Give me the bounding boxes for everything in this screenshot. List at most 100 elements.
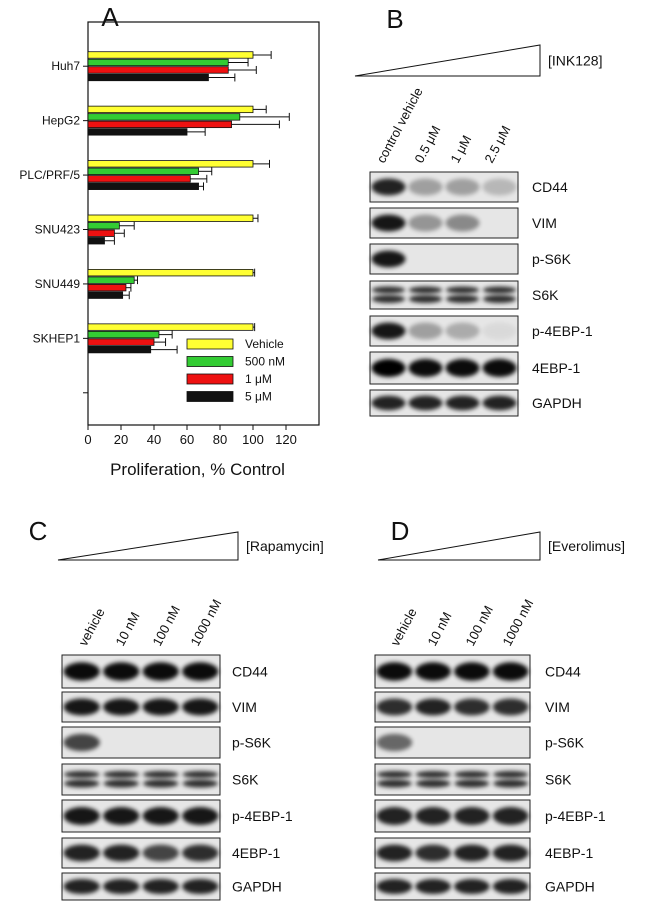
blot-band [445, 214, 480, 232]
dose-wedge [57, 531, 239, 561]
blot-band [182, 807, 219, 825]
bar [87, 229, 115, 237]
error-bar [114, 229, 125, 238]
dose-wedge [354, 44, 541, 77]
blot-band [445, 178, 480, 196]
blot-band [454, 807, 490, 825]
blot-band [482, 395, 517, 411]
blot-band [182, 662, 219, 681]
panel-label: B [386, 4, 403, 34]
blot-band [454, 662, 490, 681]
panel-label: A [101, 2, 119, 32]
bar [87, 284, 127, 292]
error-bar [253, 214, 259, 223]
x-tick-label: 0 [84, 432, 91, 447]
bar [87, 214, 254, 222]
blot-band [408, 295, 443, 303]
blot-band [182, 878, 219, 895]
blot-band [376, 771, 412, 778]
panel-label: D [391, 516, 410, 546]
x-tick-label: 60 [180, 432, 194, 447]
lane-label: 2.5 μM [481, 123, 513, 165]
blot-band [63, 662, 100, 681]
row-label: S6K [232, 772, 259, 788]
blot-band [63, 878, 100, 895]
error-bar [125, 283, 132, 292]
bar [87, 167, 199, 175]
blot-band [142, 807, 179, 825]
bar [87, 237, 105, 245]
bar [87, 120, 232, 129]
legend-swatch [186, 338, 234, 350]
row-label: GAPDH [232, 879, 282, 895]
bar [87, 58, 229, 67]
row-label: VIM [545, 699, 570, 715]
blot-band [142, 844, 179, 862]
blot-band [63, 779, 100, 788]
y-tick-label: Huh7 [51, 59, 80, 73]
row-label: CD44 [532, 179, 568, 195]
blot-band [182, 771, 219, 778]
error-bar [198, 167, 213, 176]
blot-band [182, 779, 219, 788]
blot-band [415, 771, 451, 778]
blot-band [371, 214, 406, 232]
blot-band [376, 844, 413, 862]
x-tick-label: 40 [147, 432, 161, 447]
legend-swatch [186, 356, 234, 367]
row-label: 4EBP-1 [545, 845, 593, 861]
blot-band [142, 878, 179, 895]
blot-band [371, 359, 406, 377]
row-label: S6K [532, 287, 559, 303]
blot-band [142, 698, 179, 716]
legend-swatch [186, 373, 234, 385]
lane-label: 1000 nM [187, 597, 224, 649]
y-tick-label: SKHEP1 [33, 331, 81, 345]
bar [87, 182, 199, 190]
error-bar [158, 330, 173, 339]
legend-label: Vehicle [245, 337, 284, 351]
error-bar [253, 268, 256, 277]
blot-band [492, 807, 529, 825]
blot-band [371, 322, 406, 340]
y-tick-label: PLC/PRF/5 [19, 168, 80, 182]
error-bar [190, 174, 208, 183]
legend-swatch [186, 391, 234, 402]
legend-label: 5 μM [245, 390, 272, 404]
blot-band [415, 662, 451, 681]
blot-band [103, 771, 140, 778]
row-label: p-4EBP-1 [545, 808, 606, 824]
blot-band [376, 779, 412, 788]
error-bar [150, 345, 178, 354]
blot-band [408, 359, 443, 377]
bar [87, 323, 254, 331]
blot-band [482, 286, 517, 294]
x-tick-label: 120 [275, 432, 297, 447]
blot-band [454, 779, 490, 788]
error-bar [231, 120, 280, 129]
blot-band [454, 844, 490, 862]
blot-band [493, 771, 529, 778]
y-tick-label: SNU449 [35, 277, 81, 291]
blot-band [63, 844, 100, 862]
dose-wedge [377, 531, 541, 561]
blot-band [376, 878, 413, 895]
x-tick-label: 100 [242, 432, 264, 447]
blot-band [445, 322, 480, 340]
blot-band [103, 779, 140, 788]
blot-band [454, 878, 490, 895]
blot-band [415, 878, 451, 895]
blot-band [445, 295, 480, 303]
blot-band [482, 178, 517, 196]
row-label: p-S6K [232, 735, 272, 751]
bar [87, 269, 254, 277]
blot-band [493, 779, 529, 788]
blot-band [103, 844, 140, 862]
blot-band [63, 771, 100, 778]
error-bar [119, 221, 135, 230]
treatment-label: [Everolimus] [548, 538, 625, 554]
lane-label: 10 nM [112, 609, 142, 648]
treatment-label: [Rapamycin] [246, 538, 324, 554]
